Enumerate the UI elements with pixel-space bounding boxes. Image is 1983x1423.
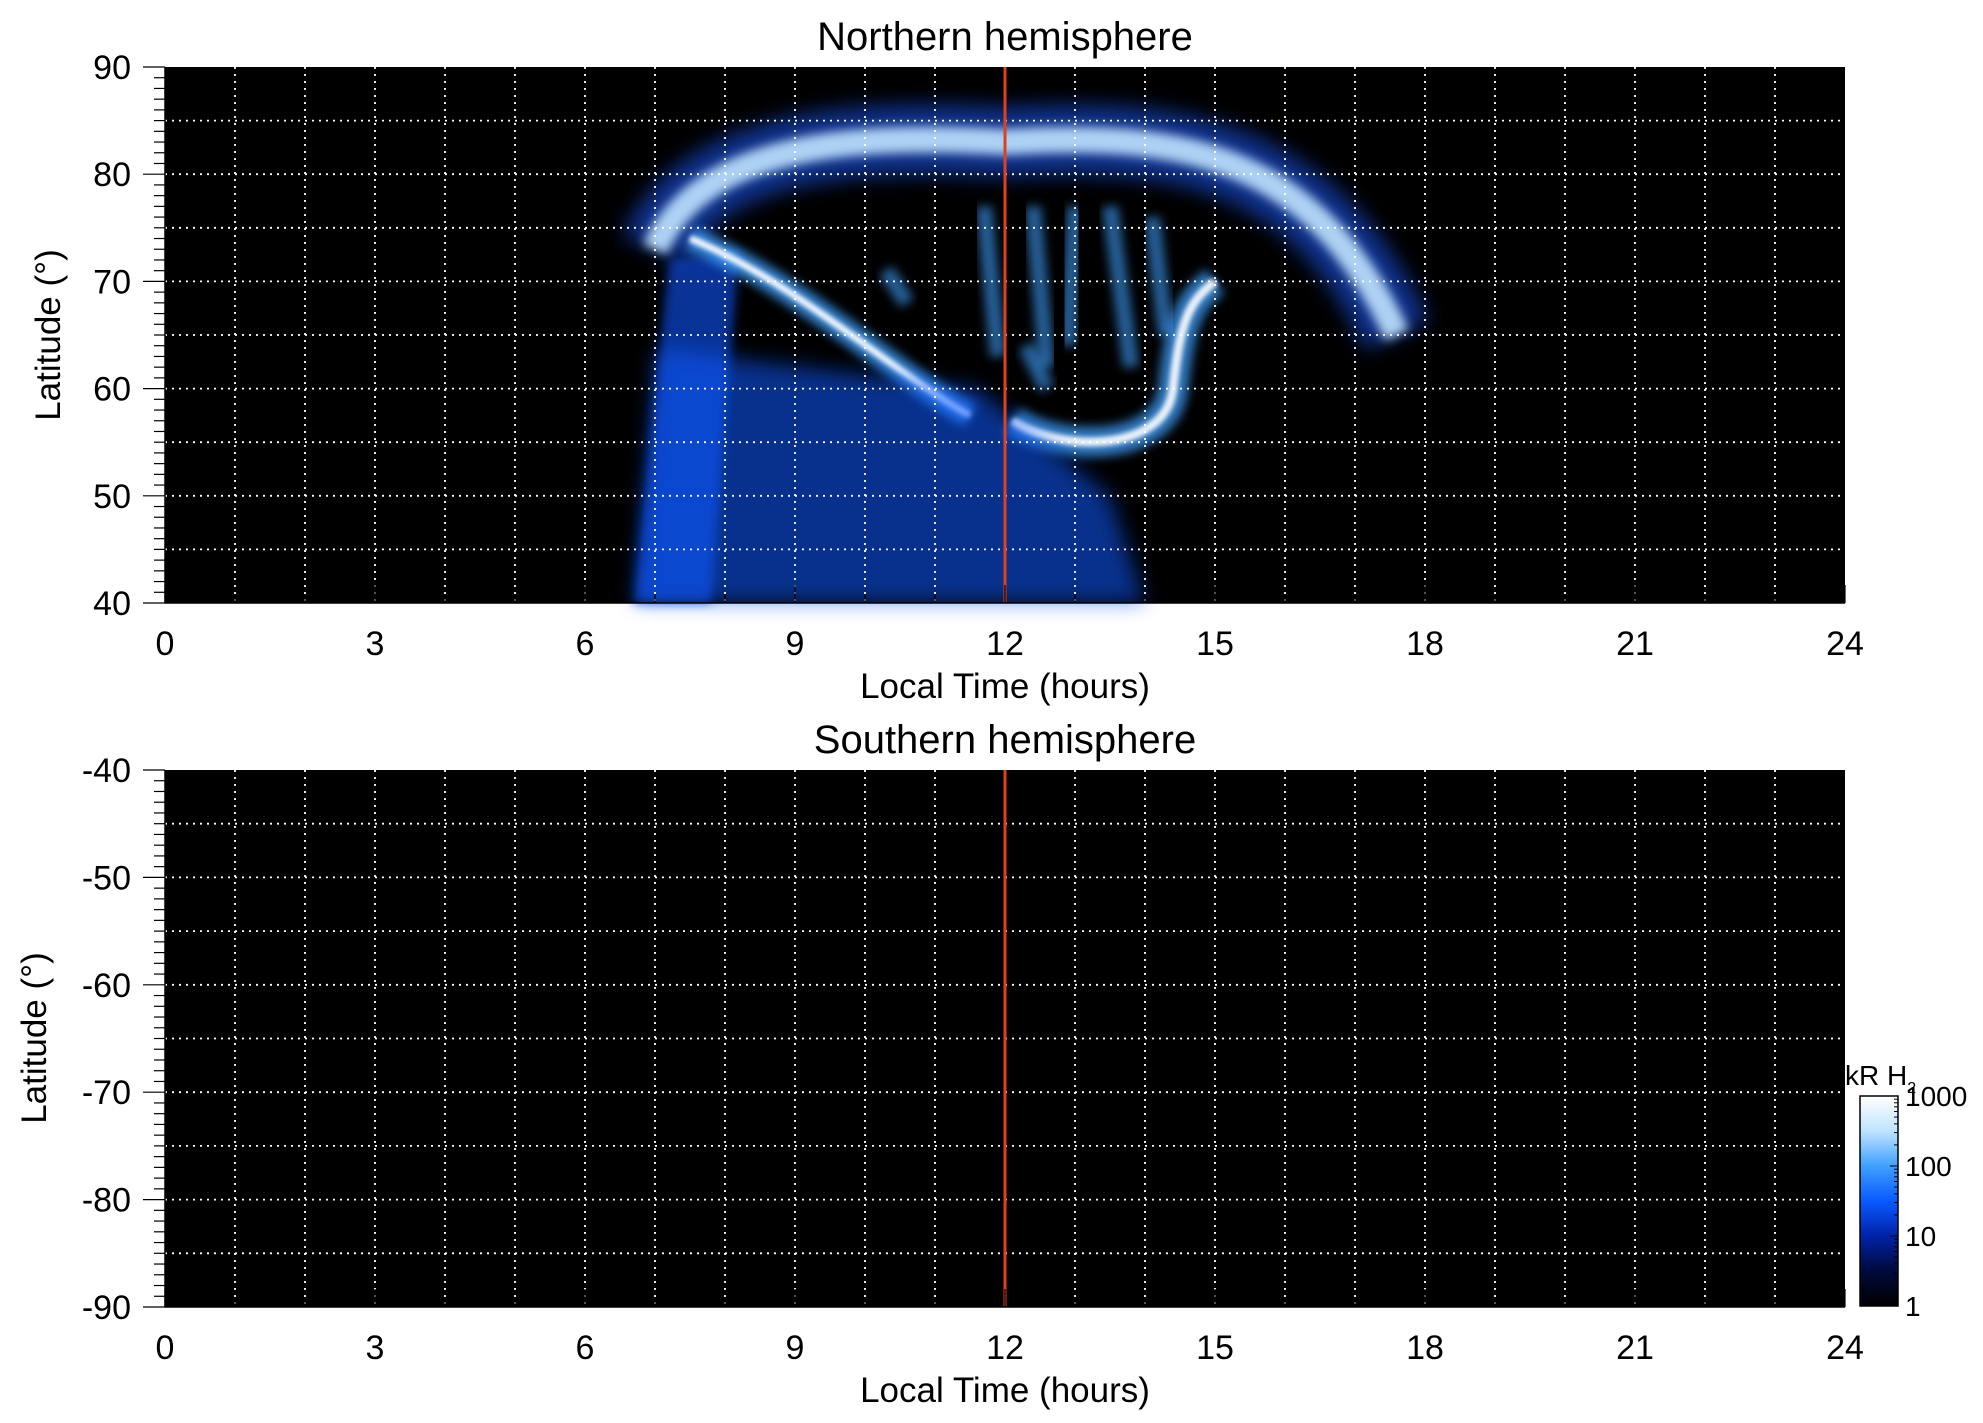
south-x-tick-label: 18 (1406, 1329, 1444, 1367)
dayside-filament (1102, 205, 1139, 369)
north-y-axis-label: Latitude (°) (29, 249, 68, 421)
afternoon-bright-hook (1009, 277, 1218, 447)
south-y-tick-label: -40 (82, 752, 131, 790)
north-y-tick-label: 80 (93, 156, 131, 194)
south-x-tick-label: 0 (156, 1329, 175, 1367)
north-y-tick-label: 50 (93, 478, 131, 516)
south-x-tick-label: 24 (1826, 1329, 1864, 1367)
north-x-tick-label: 18 (1406, 625, 1444, 663)
north-axes: 0 3 6 9 12 15 18 21 24 40 50 60 70 80 90 (93, 49, 1864, 663)
north-title: Northern hemisphere (817, 15, 1193, 59)
north-y-tick-label: 40 (93, 585, 131, 623)
north-x-tick-label: 21 (1616, 625, 1654, 663)
south-y-tick-label: -70 (82, 1074, 131, 1112)
south-x-tick-label: 21 (1616, 1329, 1654, 1367)
north-y-tick-label: 60 (93, 371, 131, 409)
south-x-axis-label: Local Time (hours) (860, 1371, 1150, 1410)
colorbar-tick-label: 10 (1905, 1221, 1936, 1252)
south-x-tick-label: 15 (1196, 1329, 1234, 1367)
north-y-tick-label: 90 (93, 49, 131, 87)
north-x-tick-label: 15 (1196, 625, 1234, 663)
dayside-filament (1060, 205, 1083, 347)
north-x-tick-label: 24 (1826, 625, 1864, 663)
colorbar-label-main: kR H (1845, 1060, 1907, 1091)
south-y-tick-label: -80 (82, 1182, 131, 1220)
south-axes: 0 3 6 9 12 15 18 21 24 -40 -50 -60 -70 -80 -90 (82, 752, 1864, 1367)
north-x-tick-label: 0 (156, 625, 175, 663)
north-x-tick-label: 6 (576, 625, 595, 663)
dayside-filament (879, 266, 914, 308)
south-title: Southern hemisphere (814, 718, 1196, 762)
colorbar-label-subscript: 2 (1907, 1080, 1916, 1097)
south-x-tick-label: 9 (786, 1329, 805, 1367)
dayside-filament (1025, 205, 1055, 368)
colorbar-label: kR H2 (1845, 1060, 1916, 1097)
dayside-filament (1144, 216, 1174, 336)
north-x-axis-label: Local Time (hours) (860, 667, 1150, 706)
north-y-tick-label: 70 (93, 263, 131, 301)
colorbar-tick-label: 100 (1905, 1151, 1952, 1182)
dayside-filament (1018, 342, 1055, 393)
north-x-tick-label: 12 (986, 625, 1024, 663)
colorbar-ticks: 1 10 100 1000 (1890, 1081, 1967, 1322)
diffuse-emission (635, 348, 1145, 603)
south-x-tick-label: 6 (576, 1329, 595, 1367)
south-panel: Southern hemisphere 0 3 6 9 12 15 18 21 24 -40 -50… (15, 718, 1864, 1410)
south-x-tick-label: 3 (366, 1329, 385, 1367)
south-y-tick-label: -50 (82, 859, 131, 897)
north-panel: Northern hemisphere 0 3 6 9 12 15 18 21 24 40 50 60… (29, 15, 1864, 706)
south-y-tick-label: -90 (82, 1289, 131, 1327)
south-y-tick-label: -60 (82, 967, 131, 1005)
south-x-tick-label: 12 (986, 1329, 1024, 1367)
north-x-tick-label: 3 (366, 625, 385, 663)
north-x-tick-label: 9 (786, 625, 805, 663)
south-y-axis-label: Latitude (°) (15, 952, 54, 1124)
colorbar: kR H2 1 10 100 1000 (1845, 1060, 1967, 1322)
colorbar-gradient (1859, 1095, 1899, 1307)
colorbar-tick-label: 1000 (1905, 1081, 1967, 1112)
colorbar-tick-label: 1 (1905, 1291, 1921, 1322)
